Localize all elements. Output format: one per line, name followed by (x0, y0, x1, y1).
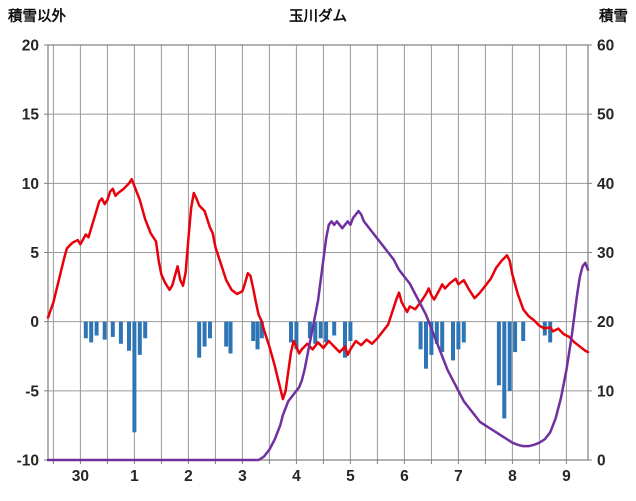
svg-text:1: 1 (130, 468, 139, 485)
svg-text:10: 10 (22, 176, 39, 193)
svg-text:20: 20 (22, 38, 39, 55)
svg-text:60: 60 (597, 38, 614, 55)
svg-text:-5: -5 (25, 383, 39, 400)
svg-text:0: 0 (597, 453, 606, 470)
svg-text:9: 9 (562, 468, 571, 485)
svg-text:4: 4 (292, 468, 301, 485)
svg-text:3: 3 (238, 468, 247, 485)
svg-text:-10: -10 (17, 453, 39, 470)
svg-text:15: 15 (22, 107, 40, 124)
svg-text:40: 40 (597, 176, 614, 193)
svg-text:2: 2 (184, 468, 193, 485)
svg-text:6: 6 (400, 468, 409, 485)
svg-text:30: 30 (72, 468, 89, 485)
svg-text:10: 10 (597, 383, 614, 400)
svg-text:8: 8 (508, 468, 517, 485)
svg-text:5: 5 (346, 468, 355, 485)
svg-text:5: 5 (30, 245, 39, 262)
svg-text:50: 50 (597, 107, 614, 124)
right-axis-title: 積雪 (599, 9, 628, 25)
chart-title: 玉川ダム (289, 9, 347, 25)
left-axis-title: 積雪以外 (8, 9, 66, 25)
svg-text:30: 30 (597, 245, 614, 262)
svg-text:0: 0 (30, 314, 39, 331)
svg-text:7: 7 (454, 468, 463, 485)
svg-text:20: 20 (597, 314, 614, 331)
